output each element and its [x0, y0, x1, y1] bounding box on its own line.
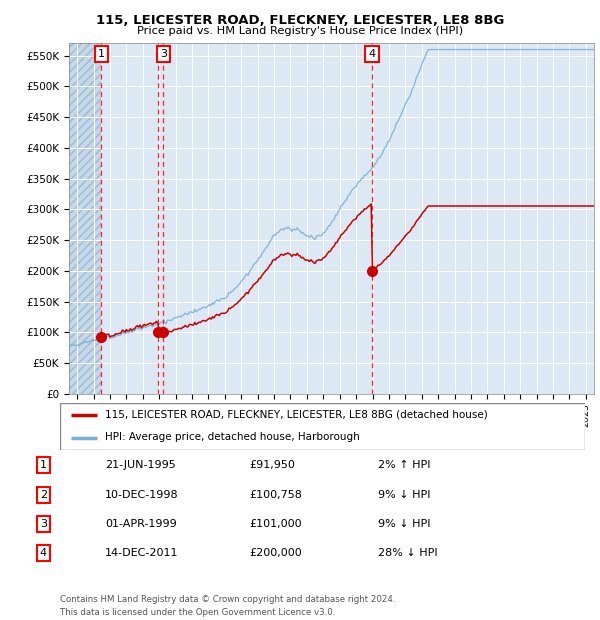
Text: 4: 4 — [368, 49, 376, 59]
Text: £91,950: £91,950 — [249, 460, 295, 470]
Text: 2% ↑ HPI: 2% ↑ HPI — [378, 460, 431, 470]
Bar — [69, 43, 101, 394]
Text: 4: 4 — [40, 548, 47, 558]
Text: £200,000: £200,000 — [249, 548, 302, 558]
Text: 9% ↓ HPI: 9% ↓ HPI — [378, 490, 431, 500]
Text: 21-JUN-1995: 21-JUN-1995 — [105, 460, 176, 470]
Text: 2: 2 — [40, 490, 47, 500]
Text: 115, LEICESTER ROAD, FLECKNEY, LEICESTER, LE8 8BG: 115, LEICESTER ROAD, FLECKNEY, LEICESTER… — [96, 14, 504, 27]
Text: 1: 1 — [40, 460, 47, 470]
Text: 9% ↓ HPI: 9% ↓ HPI — [378, 519, 431, 529]
Text: 3: 3 — [160, 49, 167, 59]
Text: 01-APR-1999: 01-APR-1999 — [105, 519, 177, 529]
Text: £101,000: £101,000 — [249, 519, 302, 529]
Text: 28% ↓ HPI: 28% ↓ HPI — [378, 548, 437, 558]
Text: £100,758: £100,758 — [249, 490, 302, 500]
Text: Price paid vs. HM Land Registry's House Price Index (HPI): Price paid vs. HM Land Registry's House … — [137, 26, 463, 36]
Text: 10-DEC-1998: 10-DEC-1998 — [105, 490, 179, 500]
Text: 1: 1 — [98, 49, 104, 59]
Text: 14-DEC-2011: 14-DEC-2011 — [105, 548, 179, 558]
Text: 3: 3 — [40, 519, 47, 529]
FancyBboxPatch shape — [60, 403, 585, 450]
Text: Contains HM Land Registry data © Crown copyright and database right 2024.
This d: Contains HM Land Registry data © Crown c… — [60, 595, 395, 617]
Text: HPI: Average price, detached house, Harborough: HPI: Average price, detached house, Harb… — [104, 432, 359, 443]
Text: 115, LEICESTER ROAD, FLECKNEY, LEICESTER, LE8 8BG (detached house): 115, LEICESTER ROAD, FLECKNEY, LEICESTER… — [104, 409, 487, 419]
